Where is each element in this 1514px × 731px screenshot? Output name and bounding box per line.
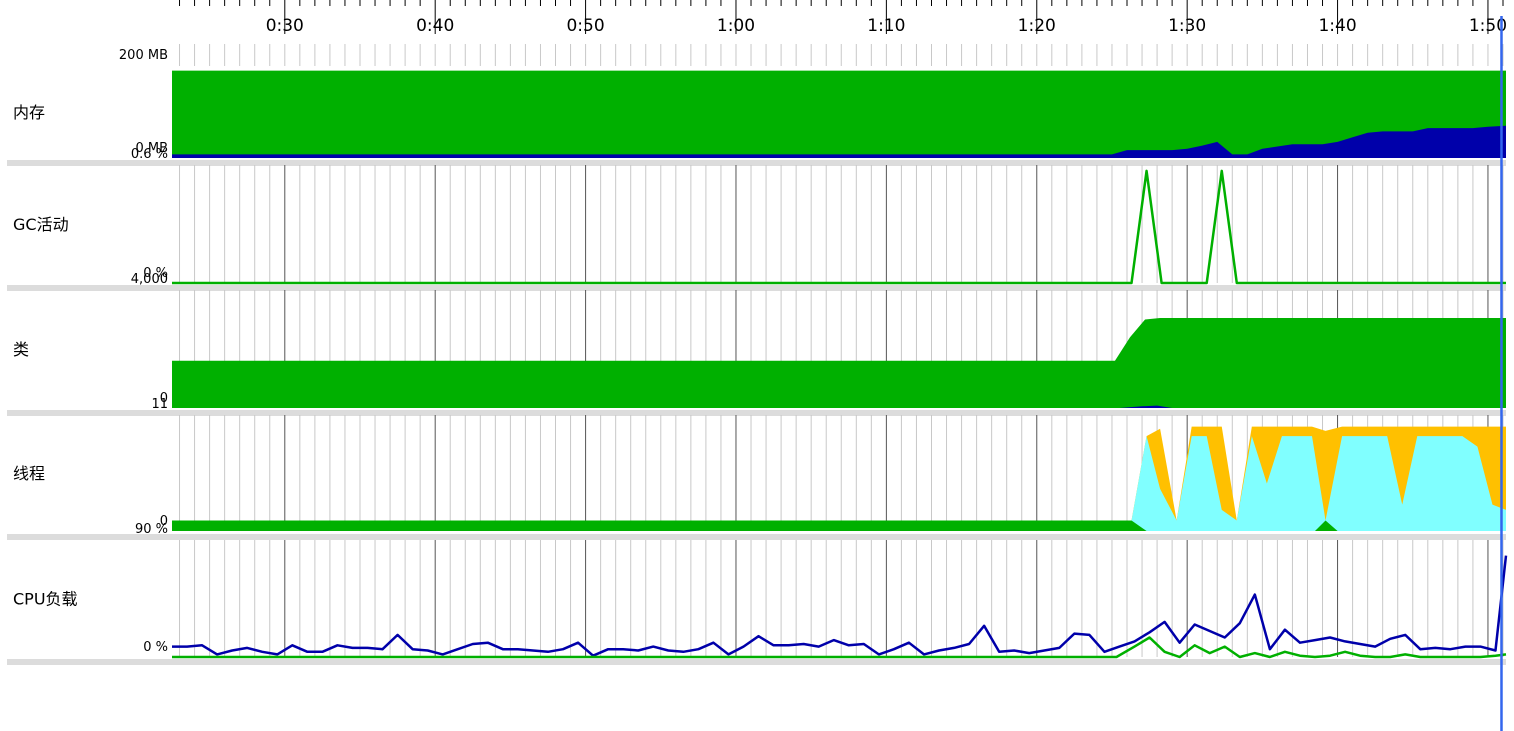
series-area-navy — [1119, 405, 1173, 408]
track-threads — [7, 415, 1506, 540]
track-separator[interactable] — [7, 534, 1506, 540]
track-gc — [7, 165, 1506, 291]
series-area-green — [172, 520, 1506, 531]
time-tick-label: 1:00 — [717, 16, 755, 36]
plot-area — [7, 44, 1508, 665]
series-area-green — [172, 70, 1506, 158]
track-separator[interactable] — [7, 410, 1506, 416]
track-separator[interactable] — [7, 160, 1506, 166]
track-max-label: 0.6 % — [131, 147, 168, 162]
track-title-threads: 线程 — [13, 464, 45, 483]
track-memory — [7, 44, 1506, 166]
series-area-navy — [172, 125, 1506, 158]
time-tick-label: 1:50 — [1469, 16, 1507, 36]
track-max-label: 90 % — [135, 522, 168, 537]
track-max-label: 200 MB — [119, 48, 168, 63]
time-ruler[interactable]: 0:30 0:40 0:50 1:00 1:10 1:20 1:30 1:40 1:50 — [179, 0, 1508, 36]
track-title-classes: 类 — [13, 340, 29, 359]
series-line-green — [172, 169, 1506, 285]
time-tick-label: 1:40 — [1318, 16, 1356, 36]
track-classes — [7, 290, 1506, 416]
track-min-label: 0 — [160, 391, 168, 406]
track-min-label: 0 % — [143, 640, 168, 655]
track-cpu — [7, 540, 1508, 665]
series-line-green — [172, 636, 1507, 659]
track-min-label: 0 MB — [135, 141, 168, 156]
time-tick-label: 0:50 — [566, 16, 604, 36]
time-tick-label: 1:10 — [867, 16, 905, 36]
series-line-navy — [172, 555, 1508, 657]
time-tick-label: 0:40 — [416, 16, 454, 36]
time-tick-label: 0:30 — [266, 16, 304, 36]
series-area-cyan — [1131, 436, 1506, 531]
track-separator[interactable] — [7, 285, 1506, 291]
track-max-label: 11 — [151, 397, 168, 412]
track-min-label: 0 % — [143, 266, 168, 281]
track-min-label: 0 — [160, 514, 168, 529]
track-title-gc: GC活动 — [13, 215, 69, 234]
track-max-label: 4,000 — [131, 272, 168, 287]
track-separator[interactable] — [7, 659, 1506, 665]
time-tick-label: 1:30 — [1168, 16, 1206, 36]
time-tick-label: 1:20 — [1018, 16, 1056, 36]
track-title-memory: 内存 — [13, 103, 45, 122]
series-area-green — [172, 318, 1506, 408]
track-title-cpu: CPU负载 — [13, 590, 78, 609]
